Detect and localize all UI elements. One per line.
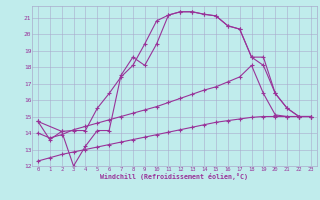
- X-axis label: Windchill (Refroidissement éolien,°C): Windchill (Refroidissement éolien,°C): [100, 173, 248, 180]
